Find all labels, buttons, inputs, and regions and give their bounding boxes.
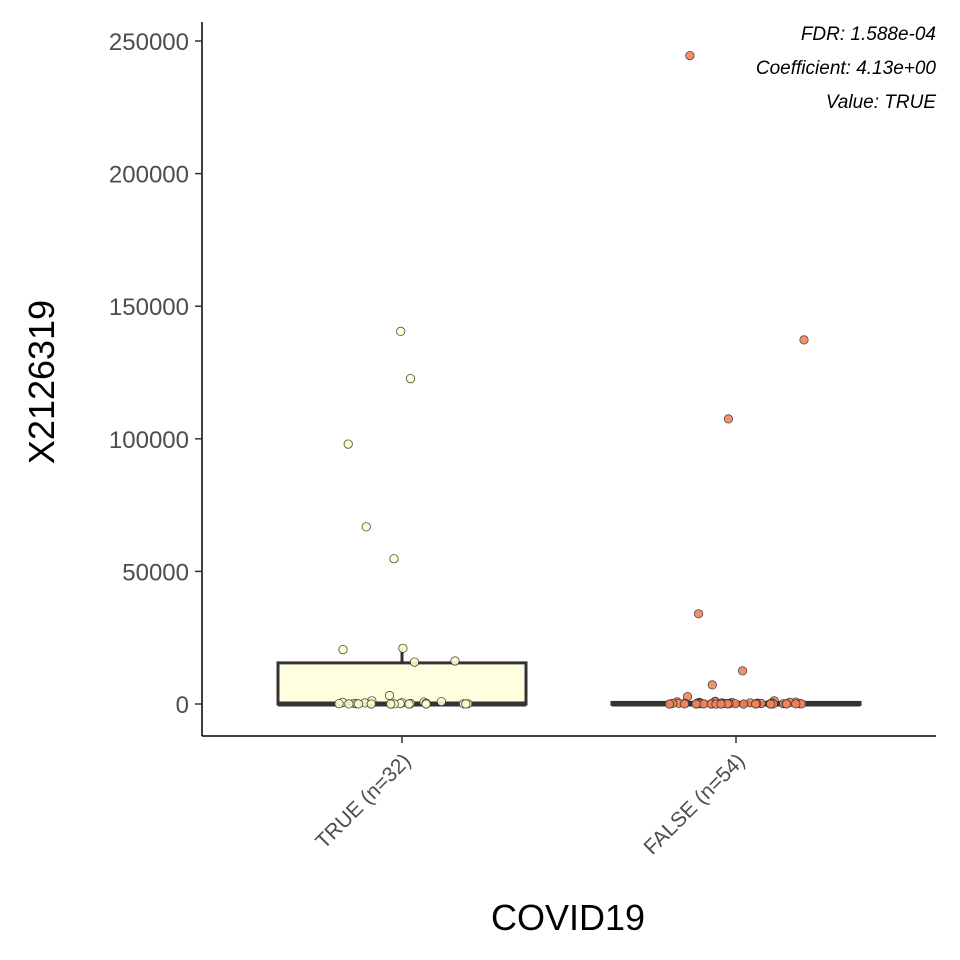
data-point (461, 699, 471, 709)
y-tick-label: 50000 (122, 559, 189, 586)
data-point (737, 666, 748, 676)
data-point (791, 699, 801, 709)
stats-annotations: FDR: 1.588e-04 Coefficient: 4.13e+00 Val… (756, 24, 937, 113)
data-point (398, 643, 408, 653)
data-point (723, 414, 734, 424)
y-tick-label: 250000 (109, 29, 189, 56)
y-tick-label: 0 (176, 692, 189, 719)
data-point (384, 690, 395, 701)
data-point (338, 644, 348, 655)
box-layer (276, 648, 862, 707)
y-axis-title: X2126319 (21, 300, 62, 464)
data-point (396, 326, 406, 336)
data-point (353, 699, 364, 709)
data-point (405, 373, 416, 384)
data-point (707, 680, 717, 690)
data-point (421, 699, 431, 709)
value-annotation: Value: TRUE (826, 92, 936, 113)
data-point (693, 609, 704, 619)
data-point (436, 696, 446, 707)
y-tick-label: 150000 (109, 294, 189, 321)
data-point (716, 699, 726, 709)
data-point (750, 699, 761, 709)
x-tick-label: TRUE (n=32) (311, 749, 415, 853)
data-point (685, 50, 695, 61)
y-tick-label: 100000 (109, 427, 189, 454)
data-point (765, 699, 776, 709)
x-tick-label: FALSE (n=54) (640, 749, 750, 859)
data-point (404, 699, 414, 709)
points-layer (334, 50, 809, 709)
data-point (799, 335, 809, 345)
fdr-annotation: FDR: 1.588e-04 (801, 24, 936, 45)
y-tick-label: 200000 (109, 162, 189, 189)
data-point (664, 699, 675, 709)
data-point (409, 657, 420, 667)
data-point (386, 699, 396, 709)
data-point (361, 522, 371, 532)
box (276, 661, 528, 706)
data-point (781, 699, 792, 709)
data-point (679, 699, 690, 709)
data-point (366, 699, 376, 709)
coefficient-annotation: Coefficient: 4.13e+00 (756, 58, 937, 79)
y-axis: 0 50000 100000 150000 200000 250000 (109, 22, 203, 736)
data-point (344, 699, 354, 709)
data-point (389, 554, 399, 564)
x-axis-title: COVID19 (491, 897, 645, 938)
data-point (738, 699, 749, 709)
x-axis: TRUE (n=32) FALSE (n=54) (202, 735, 936, 859)
data-point (343, 439, 353, 449)
data-point (334, 699, 344, 709)
data-point (691, 699, 701, 709)
data-point (450, 656, 460, 666)
